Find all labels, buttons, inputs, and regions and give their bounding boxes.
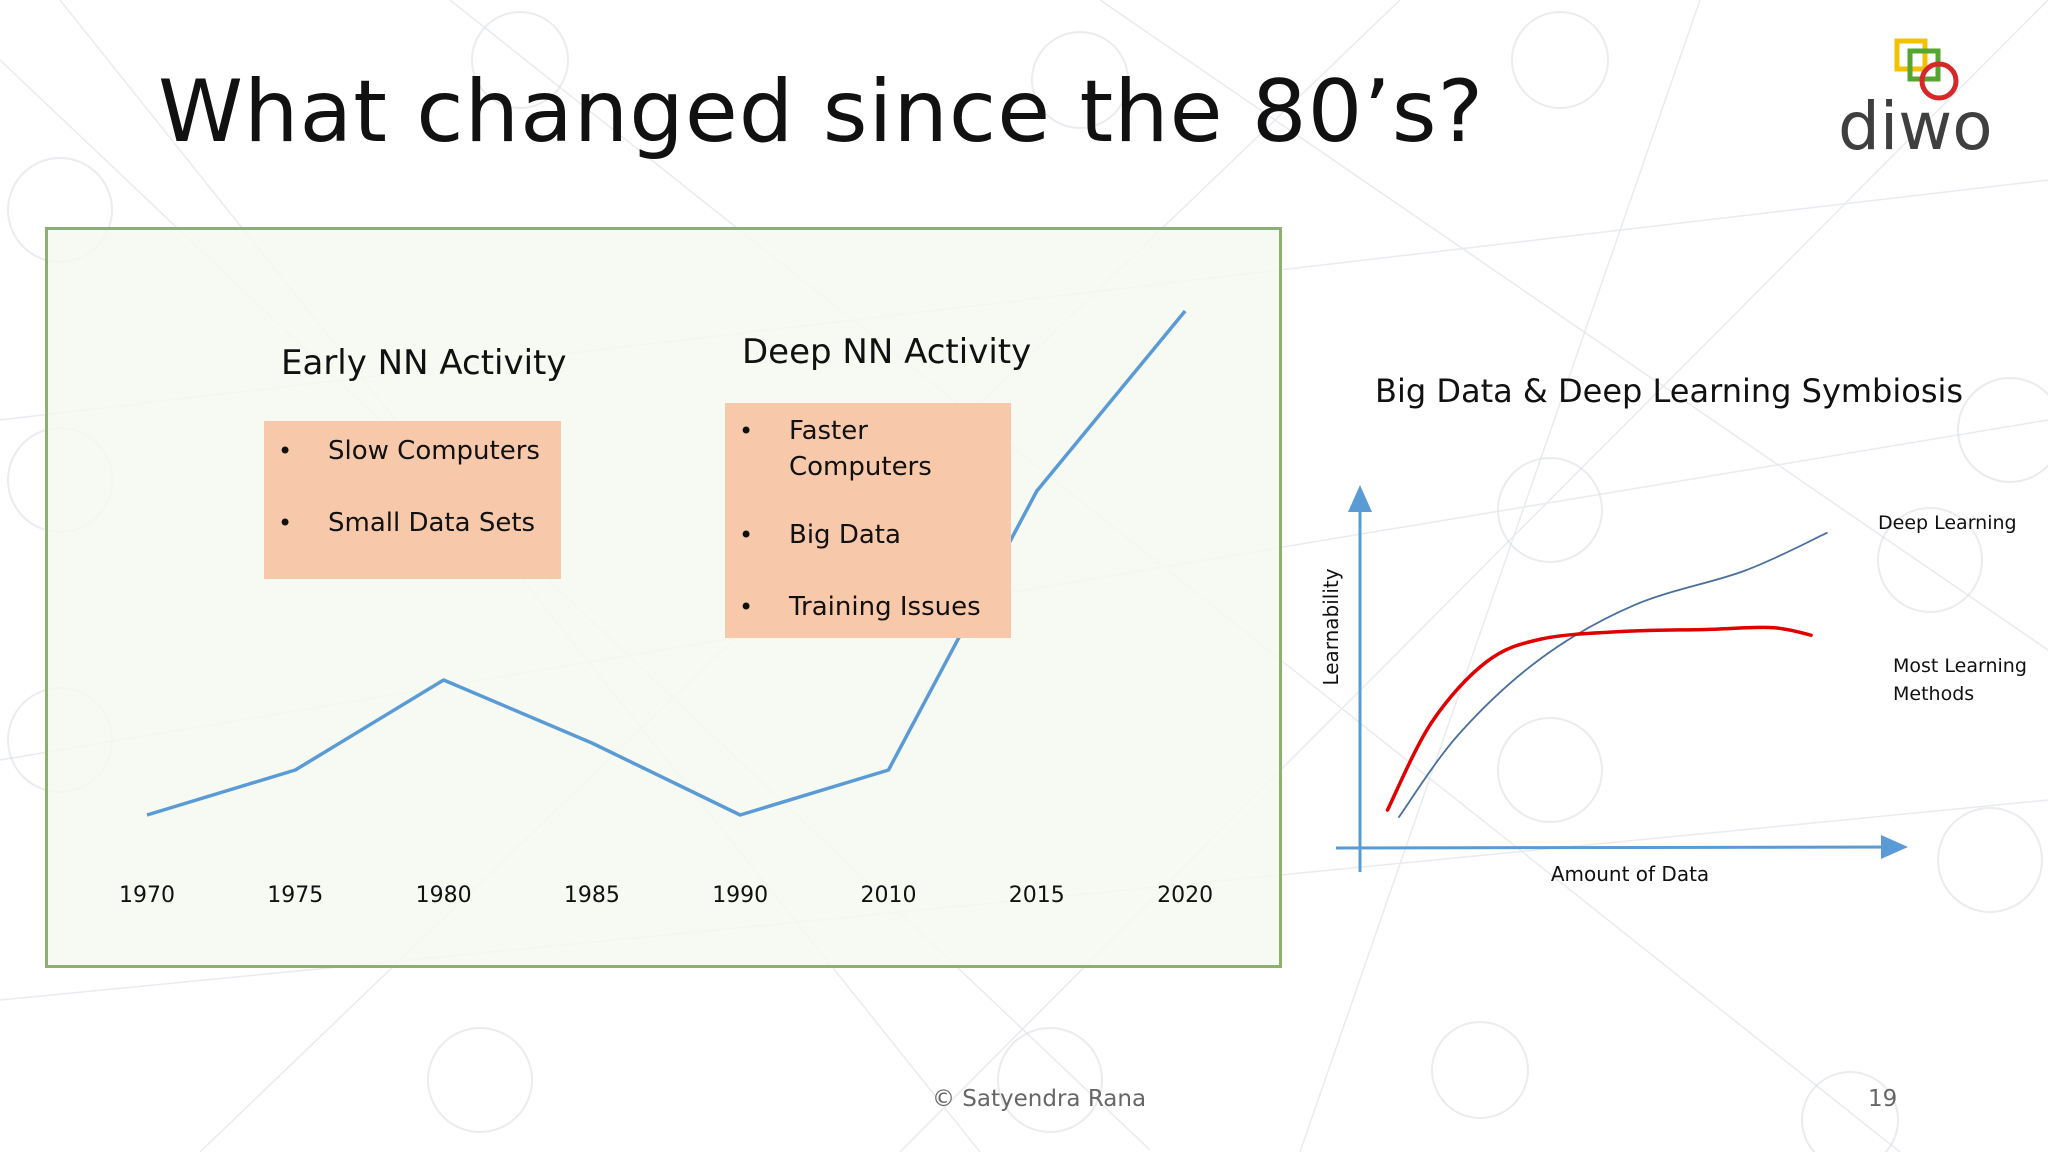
early-nn-bullet: Small Data Sets — [264, 505, 561, 541]
deep-nn-bullet: Training Issues — [725, 589, 1011, 625]
slide-title: What changed since the 80’s? — [158, 62, 1485, 162]
most-learning-label: Most Learning Methods — [1893, 655, 2027, 705]
year-tick-label: 1970 — [119, 883, 175, 908]
early-nn-bullet: Slow Computers — [264, 433, 561, 469]
deep-learning-curve — [1397, 531, 1828, 819]
diwo-logo: diwo — [1830, 36, 2020, 176]
symbiosis-chart: Deep Learning Most Learning Methods Amount … — [1319, 485, 2027, 886]
deep-nn-label: Deep NN Activity — [742, 332, 1032, 372]
most-learning-curve — [1385, 625, 1813, 812]
year-tick-label: 2015 — [1009, 883, 1065, 908]
deep-nn-bullet: Faster Computers — [725, 413, 939, 485]
deep-learning-label: Deep Learning — [1878, 512, 2017, 534]
nn-activity-panel: 1970 1975 1980 1985 1990 2010 2015 2020 Early N… — [45, 227, 1282, 968]
y-axis-label: Learnability — [1319, 568, 1343, 685]
deep-nn-box: Faster Computers Big Data Training Issue… — [725, 403, 1011, 638]
early-nn-label: Early NN Activity — [281, 343, 567, 383]
year-tick-label: 1975 — [267, 883, 323, 908]
year-tick-label: 1990 — [712, 883, 768, 908]
year-tick-label: 1980 — [416, 883, 472, 908]
symbiosis-title: Big Data & Deep Learning Symbiosis — [1375, 372, 1964, 410]
x-axis — [1335, 835, 1908, 860]
year-tick-label: 1985 — [564, 883, 620, 908]
year-tick-label: 2010 — [861, 883, 917, 908]
logo-text: diwo — [1838, 88, 1993, 165]
nn-activity-line — [146, 309, 1187, 817]
nn-activity-chart: 1970 1975 1980 1985 1990 2010 2015 2020 — [119, 309, 1213, 908]
year-tick-label: 2020 — [1157, 883, 1213, 908]
early-nn-box: Slow Computers Small Data Sets — [264, 421, 561, 579]
page-number: 19 — [1868, 1086, 1898, 1112]
logo-squares-icon — [1894, 38, 1959, 101]
footer-credit: © Satyendra Rana — [932, 1086, 1147, 1112]
deep-nn-bullet: Big Data — [725, 517, 1011, 553]
x-axis-label: Amount of Data — [1551, 862, 1709, 886]
